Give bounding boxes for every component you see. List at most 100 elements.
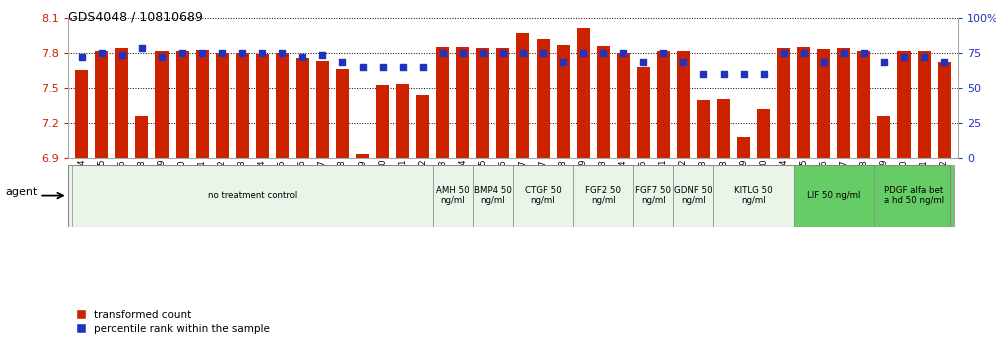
Bar bbox=[72, 165, 432, 227]
Text: GDNF 50
ng/ml: GDNF 50 ng/ml bbox=[674, 186, 713, 205]
Point bbox=[575, 50, 591, 56]
Bar bbox=[396, 84, 409, 158]
Point bbox=[675, 59, 691, 65]
Bar bbox=[376, 85, 389, 158]
Point bbox=[414, 64, 430, 69]
Bar bbox=[513, 165, 573, 227]
Bar bbox=[937, 62, 950, 158]
Point bbox=[916, 54, 932, 60]
Point bbox=[74, 54, 90, 60]
Bar bbox=[476, 48, 489, 158]
Text: agent: agent bbox=[5, 188, 38, 198]
Text: no treatment control: no treatment control bbox=[207, 191, 297, 200]
Bar bbox=[677, 51, 690, 158]
Bar bbox=[175, 51, 188, 158]
Bar bbox=[116, 48, 128, 158]
Point bbox=[776, 50, 792, 56]
Point bbox=[234, 50, 250, 56]
Point bbox=[596, 50, 612, 56]
Bar bbox=[897, 51, 910, 158]
Bar bbox=[636, 67, 649, 158]
Bar bbox=[737, 137, 750, 158]
Point bbox=[133, 46, 149, 51]
Point bbox=[394, 64, 410, 69]
Point bbox=[154, 54, 170, 60]
Text: FGF7 50
ng/ml: FGF7 50 ng/ml bbox=[635, 186, 671, 205]
Text: KITLG 50
ng/ml: KITLG 50 ng/ml bbox=[734, 186, 773, 205]
Point bbox=[194, 50, 210, 56]
Point bbox=[94, 50, 110, 56]
Text: AMH 50
ng/ml: AMH 50 ng/ml bbox=[436, 186, 469, 205]
Bar bbox=[858, 51, 871, 158]
Text: CTGF 50
ng/ml: CTGF 50 ng/ml bbox=[525, 186, 562, 205]
Point bbox=[355, 64, 371, 69]
Point bbox=[515, 50, 531, 56]
Bar bbox=[316, 61, 329, 158]
Bar bbox=[416, 95, 429, 158]
Point bbox=[535, 50, 551, 56]
Bar bbox=[195, 50, 208, 158]
Bar bbox=[517, 33, 530, 158]
Bar bbox=[873, 165, 954, 227]
Bar bbox=[577, 28, 590, 158]
Point bbox=[254, 50, 270, 56]
Bar bbox=[656, 51, 670, 158]
Point bbox=[796, 50, 812, 56]
Bar bbox=[557, 45, 570, 158]
Point bbox=[475, 50, 491, 56]
Bar bbox=[717, 99, 730, 158]
Bar bbox=[818, 49, 831, 158]
Point bbox=[936, 59, 952, 65]
Bar bbox=[838, 48, 851, 158]
Bar bbox=[597, 46, 610, 158]
Point bbox=[856, 50, 872, 56]
Point bbox=[695, 71, 711, 76]
Text: GDS4048 / 10810689: GDS4048 / 10810689 bbox=[68, 11, 202, 24]
Point bbox=[114, 53, 129, 58]
Point bbox=[174, 50, 190, 56]
Bar bbox=[757, 109, 770, 158]
Bar bbox=[473, 165, 513, 227]
Point bbox=[455, 50, 471, 56]
Bar bbox=[76, 70, 89, 158]
Bar bbox=[456, 47, 469, 158]
Bar bbox=[496, 48, 509, 158]
Bar bbox=[135, 115, 148, 158]
Bar bbox=[633, 165, 673, 227]
Point bbox=[335, 59, 351, 65]
Point bbox=[816, 59, 832, 65]
Bar bbox=[537, 39, 550, 158]
Bar bbox=[797, 47, 811, 158]
Bar bbox=[617, 53, 629, 158]
Point bbox=[875, 59, 891, 65]
Bar bbox=[697, 101, 710, 158]
Bar bbox=[296, 58, 309, 158]
Bar bbox=[256, 54, 269, 158]
Point bbox=[214, 50, 230, 56]
Legend: transformed count, percentile rank within the sample: transformed count, percentile rank withi… bbox=[73, 306, 274, 338]
Bar bbox=[236, 53, 249, 158]
Point bbox=[836, 50, 852, 56]
Point bbox=[435, 50, 451, 56]
Bar bbox=[155, 51, 168, 158]
Point bbox=[655, 50, 671, 56]
Point bbox=[896, 54, 912, 60]
Point bbox=[616, 50, 631, 56]
Bar bbox=[673, 165, 713, 227]
Point bbox=[635, 59, 651, 65]
Point bbox=[495, 50, 511, 56]
Bar bbox=[713, 165, 794, 227]
Bar bbox=[336, 69, 349, 158]
Bar bbox=[877, 115, 890, 158]
Point bbox=[315, 53, 331, 58]
Bar bbox=[573, 165, 633, 227]
Text: BMP4 50
ng/ml: BMP4 50 ng/ml bbox=[474, 186, 512, 205]
Point bbox=[736, 71, 752, 76]
Bar bbox=[777, 48, 790, 158]
Text: LIF 50 ng/ml: LIF 50 ng/ml bbox=[807, 191, 861, 200]
Bar bbox=[432, 165, 473, 227]
Bar bbox=[917, 51, 930, 158]
Point bbox=[756, 71, 772, 76]
Bar bbox=[794, 165, 873, 227]
Bar bbox=[356, 154, 370, 158]
